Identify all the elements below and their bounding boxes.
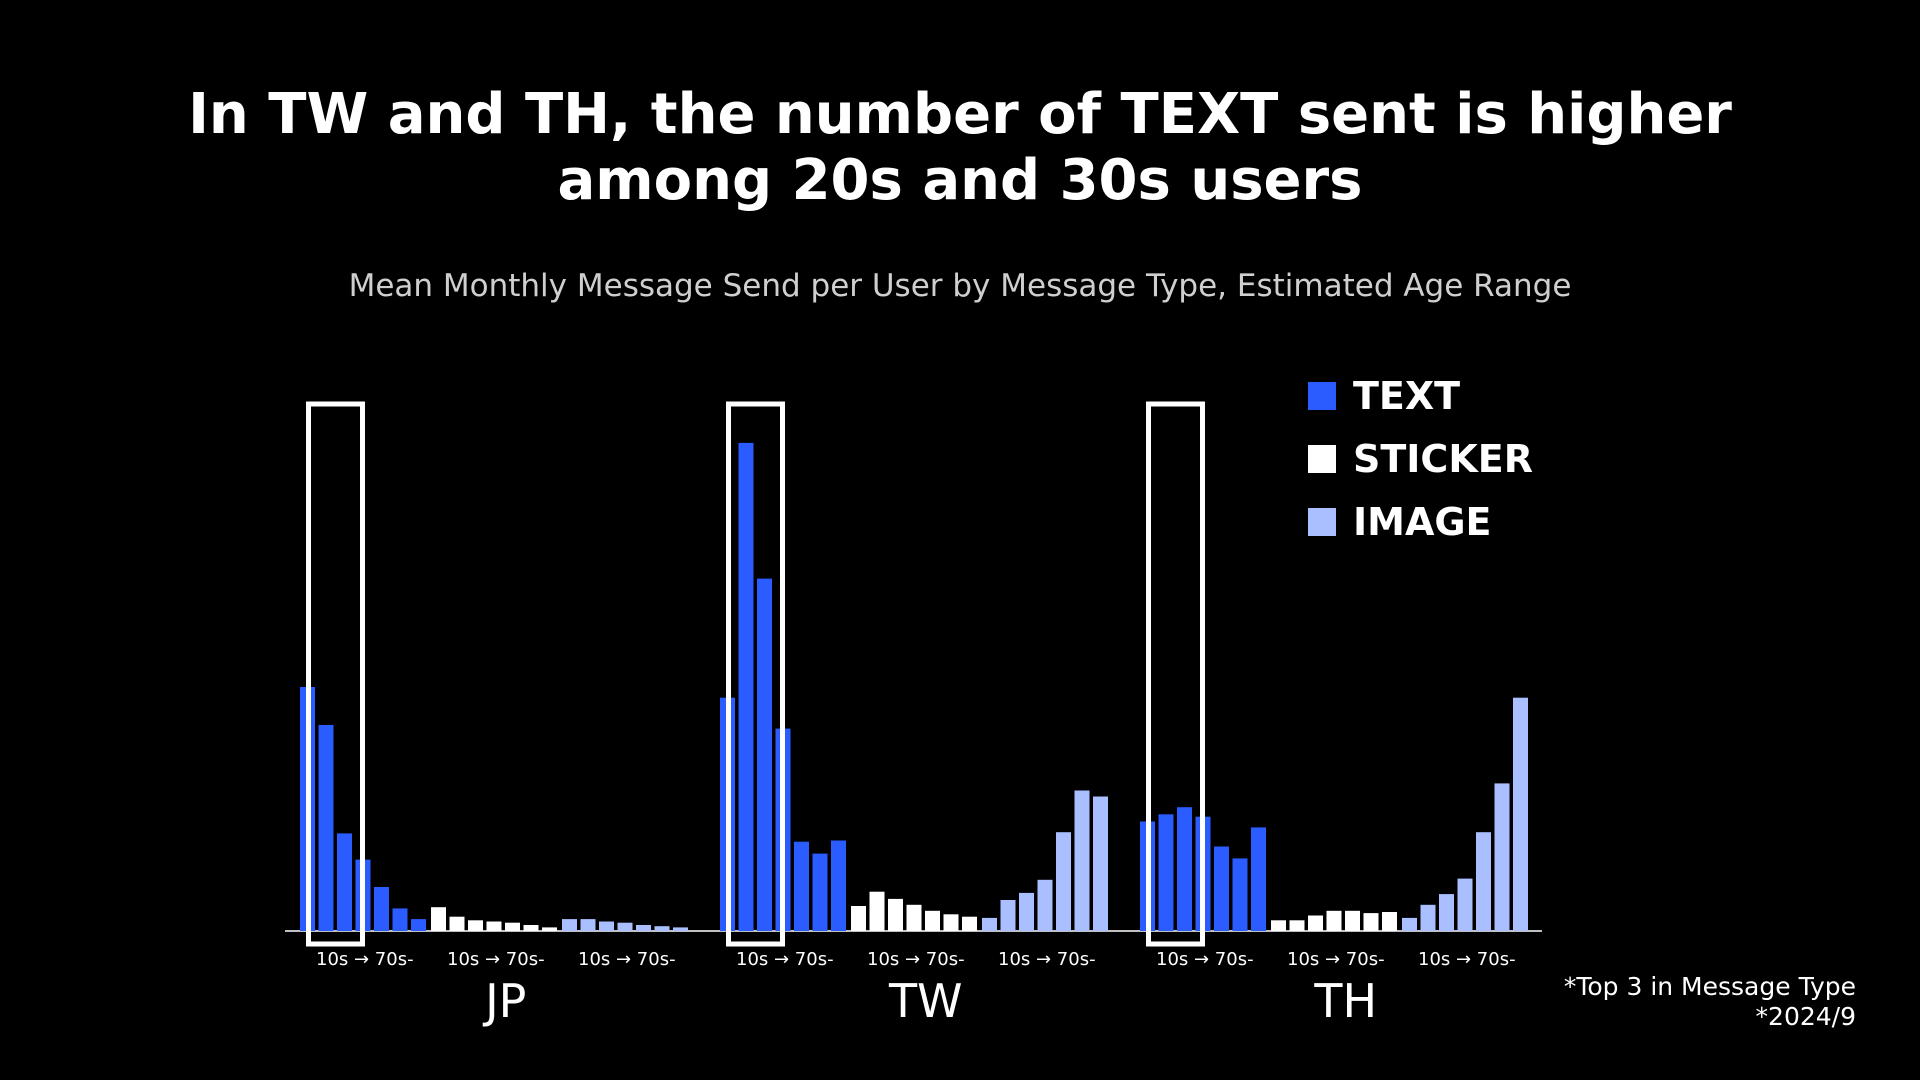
headline-line-2: among 20s and 30s users bbox=[557, 148, 1363, 213]
bar-jp-image-60s bbox=[654, 926, 670, 931]
country-label-th: TH bbox=[1313, 974, 1377, 1028]
legend-swatch-image bbox=[1308, 508, 1336, 536]
highlight-box-jp bbox=[306, 401, 365, 947]
bar-tw-text-50s bbox=[794, 841, 809, 931]
bar-tw-image-30s bbox=[1019, 892, 1034, 931]
tick-label-jp-text: 10s → 70s- bbox=[316, 949, 414, 970]
bar-th-text-50s bbox=[1214, 846, 1229, 931]
bar-tw-text-20s bbox=[738, 442, 754, 931]
bar-tw-sticker-70s- bbox=[962, 916, 977, 931]
chart-headline: In TW and TH, the number of TEXT sent is… bbox=[0, 82, 1920, 214]
footnote-date: *2024/9 bbox=[1755, 1002, 1856, 1031]
tick-label-jp-sticker: 10s → 70s- bbox=[447, 949, 545, 970]
bar-th-sticker-50s bbox=[1345, 910, 1360, 931]
bar-jp-sticker-50s bbox=[505, 922, 520, 931]
bar-tw-text-60s bbox=[812, 853, 828, 931]
highlight-box-th bbox=[1146, 401, 1205, 947]
bar-tw-image-50s bbox=[1056, 832, 1071, 931]
bar-jp-text-70s- bbox=[411, 919, 426, 931]
bar-jp-sticker-40s bbox=[486, 921, 502, 931]
bar-jp-sticker-20s bbox=[449, 916, 465, 931]
chart-title: Mean Monthly Message Send per User by Me… bbox=[348, 268, 1572, 304]
bar-jp-text-30s bbox=[337, 833, 352, 931]
tick-label-th-text: 10s → 70s- bbox=[1156, 949, 1254, 970]
bar-jp-text-50s bbox=[374, 887, 389, 931]
bar-tw-sticker-60s bbox=[943, 914, 959, 931]
bar-th-sticker-60s bbox=[1363, 913, 1379, 931]
legend-swatch-text bbox=[1308, 382, 1336, 410]
bar-tw-sticker-30s bbox=[888, 898, 903, 931]
bar-th-sticker-10s bbox=[1271, 920, 1286, 931]
bar-jp-text-20s bbox=[318, 725, 334, 931]
legend-label-image: IMAGE bbox=[1353, 500, 1492, 544]
bar-th-image-70s- bbox=[1513, 697, 1528, 931]
bar-jp-sticker-60s bbox=[523, 925, 539, 931]
bar-tw-text-70s- bbox=[831, 840, 846, 931]
bar-tw-sticker-10s bbox=[851, 906, 866, 931]
highlight-box-tw bbox=[726, 401, 785, 947]
bar-th-image-50s bbox=[1476, 832, 1491, 931]
bar-th-sticker-20s bbox=[1289, 920, 1305, 931]
bar-th-text-60s bbox=[1232, 858, 1248, 931]
bar-jp-image-40s bbox=[617, 922, 633, 931]
bar-tw-sticker-50s bbox=[925, 910, 940, 931]
footnotes: *Top 3 in Message Type *2024/9 bbox=[1564, 972, 1856, 1032]
bar-jp-image-20s bbox=[580, 919, 596, 931]
bar-tw-sticker-40s bbox=[906, 904, 922, 931]
footnote-top3: *Top 3 in Message Type bbox=[1563, 972, 1856, 1001]
tick-label-th-image: 10s → 70s- bbox=[1418, 949, 1516, 970]
bar-th-image-60s bbox=[1494, 783, 1510, 931]
bar-jp-image-10s bbox=[562, 919, 577, 931]
bar-th-sticker-70s- bbox=[1382, 912, 1397, 931]
bar-jp-image-50s bbox=[636, 925, 651, 931]
bar-tw-image-60s bbox=[1074, 790, 1090, 931]
bar-th-image-40s bbox=[1457, 878, 1473, 931]
bar-th-sticker-30s bbox=[1308, 915, 1323, 931]
tick-label-th-sticker: 10s → 70s- bbox=[1287, 949, 1385, 970]
headline-line-1: In TW and TH, the number of TEXT sent is… bbox=[188, 82, 1732, 147]
bar-jp-text-60s bbox=[392, 908, 408, 931]
tick-label-tw-sticker: 10s → 70s- bbox=[867, 949, 965, 970]
bar-th-sticker-40s bbox=[1326, 910, 1342, 931]
tick-label-jp-image: 10s → 70s- bbox=[578, 949, 676, 970]
bar-tw-text-30s bbox=[757, 578, 772, 931]
bar-jp-sticker-30s bbox=[468, 920, 483, 931]
bar-tw-image-40s bbox=[1037, 879, 1053, 931]
bar-th-image-10s bbox=[1402, 917, 1417, 931]
bar-jp-sticker-10s bbox=[431, 907, 446, 931]
country-label-jp: JP bbox=[482, 974, 526, 1028]
bar-th-image-30s bbox=[1439, 894, 1454, 931]
bar-tw-image-70s- bbox=[1093, 796, 1108, 931]
country-label-tw: TW bbox=[888, 974, 963, 1028]
tick-label-tw-image: 10s → 70s- bbox=[998, 949, 1096, 970]
legend-label-text: TEXT bbox=[1353, 374, 1460, 418]
legend-swatch-sticker bbox=[1308, 445, 1336, 473]
bar-tw-sticker-20s bbox=[869, 891, 885, 931]
bar-tw-image-20s bbox=[1000, 900, 1016, 931]
bar-th-image-20s bbox=[1420, 904, 1436, 931]
bar-tw-image-10s bbox=[982, 917, 997, 931]
bar-jp-image-70s- bbox=[673, 927, 688, 931]
bar-jp-sticker-70s- bbox=[542, 927, 557, 931]
bar-th-text-20s bbox=[1158, 814, 1174, 931]
bar-jp-image-30s bbox=[599, 921, 614, 931]
legend-label-sticker: STICKER bbox=[1353, 437, 1533, 481]
bar-th-text-30s bbox=[1177, 807, 1192, 931]
tick-label-tw-text: 10s → 70s- bbox=[736, 949, 834, 970]
bar-th-text-70s- bbox=[1251, 827, 1266, 931]
